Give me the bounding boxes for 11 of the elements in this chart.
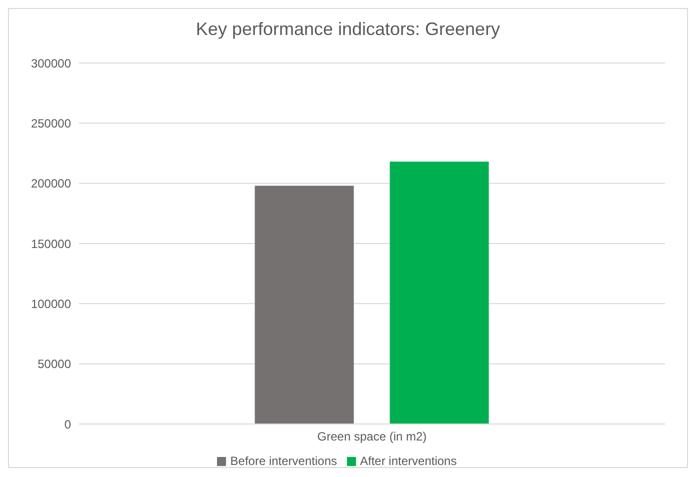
chart-title: Key performance indicators: Greenery xyxy=(194,18,502,41)
x-tick-label: Green space (in m2) xyxy=(317,430,427,444)
y-tick-label: 0 xyxy=(64,417,72,432)
y-tick-label: 50000 xyxy=(38,357,72,372)
y-tick-label: 100000 xyxy=(30,296,72,311)
y-tick-label: 150000 xyxy=(30,236,72,251)
legend-label: After interventions xyxy=(360,454,457,468)
y-tick-label: 250000 xyxy=(30,116,72,130)
legend-label: Before interventions xyxy=(230,454,337,468)
y-tick-label: 300000 xyxy=(30,56,72,70)
y-tick-label: 200000 xyxy=(30,176,72,191)
